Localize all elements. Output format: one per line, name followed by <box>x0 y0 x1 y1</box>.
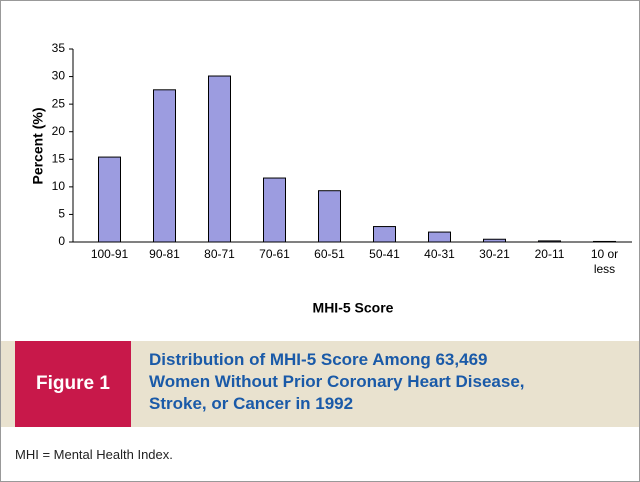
y-tick-label: 10 <box>52 179 66 193</box>
x-tick-wrap: 100-91 <box>90 247 129 261</box>
x-tick-label: 20-11 <box>534 247 565 261</box>
footnote: MHI = Mental Health Index. <box>15 447 173 462</box>
x-tick-label: 50-41 <box>369 247 400 261</box>
x-tick-label: 10 or less <box>590 247 619 276</box>
chart: Percent (%) MHI-5 Score 0 5 10 15 20 25 30 35 10… <box>30 41 632 316</box>
y-tick-label: 15 <box>52 151 66 165</box>
x-tick-wrap: 20-11 <box>534 247 565 261</box>
x-tick-label: 80-71 <box>204 247 235 261</box>
figure-caption: Distribution of MHI-5 Score Among 63,469… <box>149 350 525 413</box>
bar <box>98 156 121 243</box>
y-axis-label: Percent (%) <box>30 107 46 184</box>
x-axis-label: MHI-5 Score <box>313 300 394 316</box>
figure-label: Figure 1 <box>15 341 131 427</box>
x-tick-wrap: 10 or less <box>590 247 619 276</box>
bar <box>263 177 286 243</box>
bar <box>593 240 616 243</box>
x-tick-wrap: 80-71 <box>204 247 235 261</box>
x-tick-label: 70-61 <box>259 247 290 261</box>
x-tick-wrap: 90-81 <box>149 247 180 261</box>
x-tick-wrap: 70-61 <box>259 247 290 261</box>
x-tick-label: 30-21 <box>479 247 510 261</box>
bar <box>428 231 451 243</box>
x-tick-wrap: 60-51 <box>314 247 345 261</box>
y-tick-label: 5 <box>58 207 65 221</box>
bar <box>318 190 341 243</box>
y-tick-label: 30 <box>52 69 66 83</box>
y-tick-label: 0 <box>58 234 65 248</box>
bar <box>483 238 506 243</box>
y-tick-label: 25 <box>52 96 66 110</box>
bar <box>208 75 231 243</box>
x-tick-wrap: 40-31 <box>424 247 455 261</box>
bar <box>153 89 176 243</box>
x-tick-wrap: 50-41 <box>369 247 400 261</box>
x-tick-label: 40-31 <box>424 247 455 261</box>
bar <box>538 240 561 243</box>
y-tick-label: 35 <box>52 41 66 55</box>
y-tick-label: 20 <box>52 124 66 138</box>
bar <box>373 226 396 243</box>
x-tick-wrap: 30-21 <box>479 247 510 261</box>
x-tick-label: 60-51 <box>314 247 345 261</box>
x-tick-label: 100-91 <box>90 247 129 261</box>
x-tick-label: 90-81 <box>149 247 180 261</box>
